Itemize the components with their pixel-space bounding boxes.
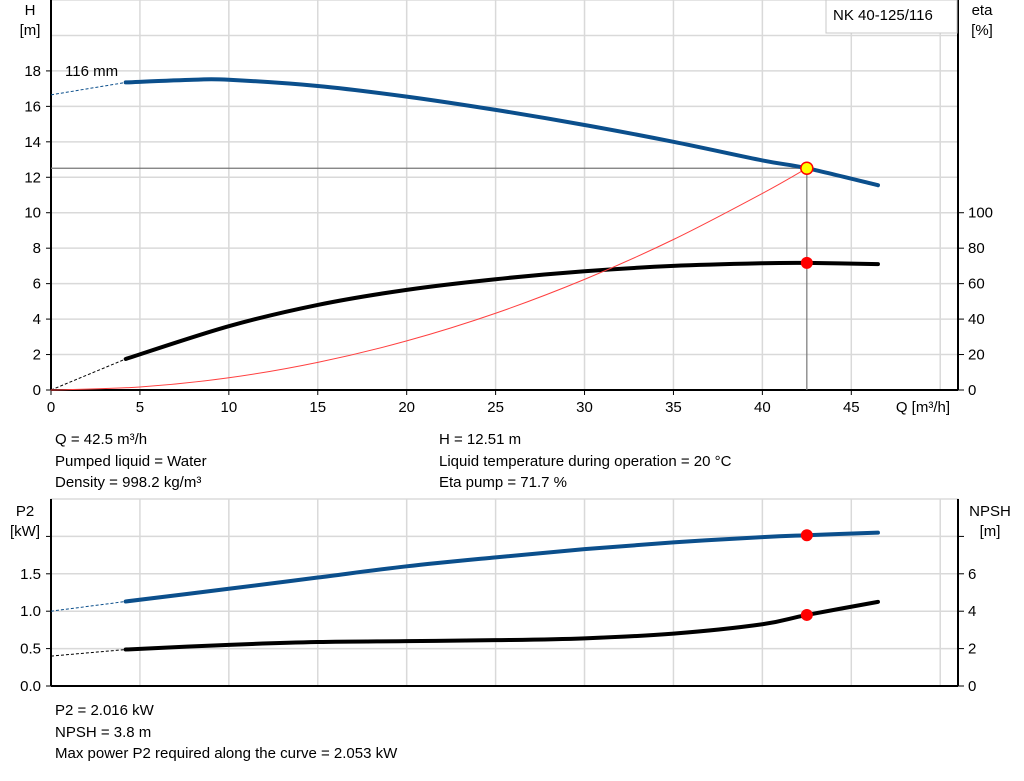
y2-tick-label: 4 [968, 603, 976, 620]
info-eta: Eta pump = 71.7 % [439, 474, 567, 491]
duty-point-npsh [800, 608, 813, 621]
y2-tick-label: 80 [968, 240, 985, 257]
duty-point-eta [800, 256, 813, 269]
y2-axis-label: NPSH [m] [969, 503, 1011, 540]
curve-eta-extrapolated [50, 358, 126, 391]
info-top-left: Q = 42.5 m³/h Pumped liquid = Water Dens… [55, 429, 207, 494]
y-axis-label: P2 [kW] [10, 503, 40, 540]
y2-tick-label: 20 [968, 347, 985, 364]
y-tick-label: 8 [33, 240, 41, 257]
y-tick-label: 1.0 [20, 603, 41, 620]
plot-area [50, 0, 959, 391]
info-top-right: H = 12.51 m Liquid temperature during op… [439, 429, 731, 494]
model-label-box [825, 0, 958, 34]
curve-system [50, 167, 808, 391]
curve-p2 [123, 530, 880, 604]
duty-point-head [800, 161, 814, 175]
curve-head-extrapolated [50, 81, 126, 96]
y2-tick-label: 0 [968, 382, 976, 399]
y-tick-label: 6 [33, 276, 41, 293]
x-tick-label: 30 [576, 399, 593, 416]
y-tick-label: 12 [24, 169, 41, 186]
x-tick-label: 40 [754, 399, 771, 416]
y-tick-label: 18 [24, 63, 41, 80]
info-liquid: Pumped liquid = Water [55, 452, 207, 470]
x-tick-label: 0 [47, 399, 55, 416]
y-tick-label: 0 [33, 382, 41, 399]
x-tick-label: 5 [136, 399, 144, 416]
curve-eta [123, 260, 880, 361]
curve-head [123, 77, 880, 188]
info-head: H = 12.51 m [439, 431, 522, 448]
y-tick-label: 4 [33, 311, 41, 328]
y-tick-label: 10 [24, 205, 41, 222]
y-tick-label: 0.5 [20, 641, 41, 658]
x-tick-label: 15 [309, 399, 326, 416]
y-tick-label: 16 [24, 98, 41, 115]
y2-tick-label: 40 [968, 311, 985, 328]
y-tick-label: 0.0 [20, 678, 41, 695]
duty-point-p2 [800, 529, 813, 542]
info-density: Density = 998.2 kg/m³ [55, 474, 202, 491]
x-tick-label: 25 [487, 399, 504, 416]
curve-npsh [123, 599, 880, 652]
y-axis-label: H [m] [20, 2, 41, 39]
y2-tick-label: 6 [968, 566, 976, 583]
info-p2: P2 = 2.016 kW [55, 702, 154, 719]
y2-tick-label: 100 [968, 205, 993, 222]
x-axis-label: Q [m³/h] [896, 399, 950, 416]
y2-tick-label: 60 [968, 276, 985, 293]
info-max-power: Max power P2 required along the curve = … [55, 745, 398, 762]
x-tick-label: 10 [220, 399, 237, 416]
model-label: NK 40-125/116 [833, 7, 933, 24]
x-tick-label: 20 [398, 399, 415, 416]
x-tick-label: 45 [843, 399, 860, 416]
y-tick-label: 14 [24, 134, 41, 151]
x-tick-label: 35 [665, 399, 682, 416]
info-flow: Q = 42.5 m³/h [55, 431, 148, 448]
info-bottom: P2 = 2.016 kW NPSH = 3.8 m Max power P2 … [55, 700, 397, 765]
impeller-label: 116 mm [65, 63, 118, 80]
info-npsh: NPSH = 3.8 m [55, 723, 152, 741]
y-tick-label: 2 [33, 347, 41, 364]
y-tick-label: 1.5 [20, 566, 41, 583]
curve-p2-extrapolated [50, 600, 126, 612]
y2-tick-label: 2 [968, 641, 976, 658]
y2-axis-label: eta [%] [971, 2, 993, 39]
info-temperature: Liquid temperature during operation = 20… [439, 452, 732, 470]
y2-tick-label: 0 [968, 678, 976, 695]
curve-npsh-extrapolated [50, 649, 126, 657]
